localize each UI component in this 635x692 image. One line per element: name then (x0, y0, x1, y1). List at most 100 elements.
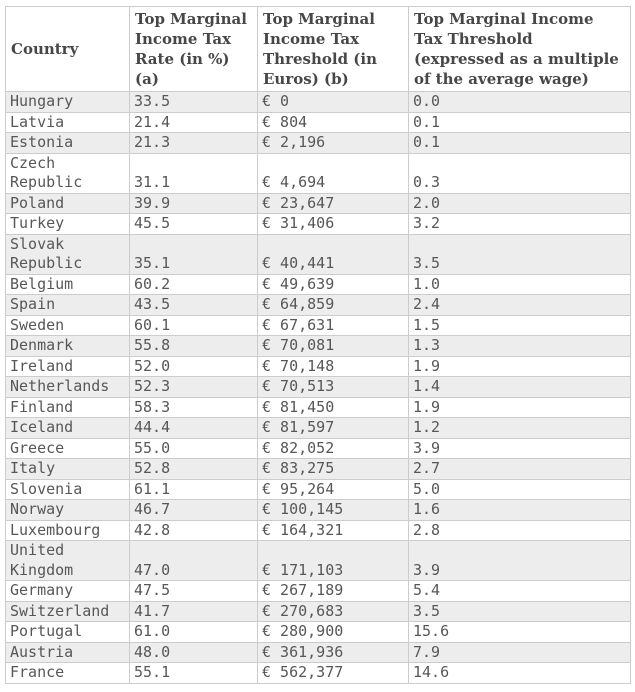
cell-threshold-multiple: 0.3 (408, 152, 631, 194)
table-row: Ireland 52.0 € 70,148 1.9 (5, 355, 631, 377)
cell-rate: 61.0 (129, 621, 258, 643)
table-header: Country Top Marginal Income Tax Rate (in… (5, 6, 631, 92)
cell-rate: 33.5 (129, 91, 258, 113)
cell-rate: 48.0 (129, 641, 258, 663)
table-row: Germany 47.5 € 267,189 5.4 (5, 580, 631, 602)
table-row: Netherlands 52.3 € 70,513 1.4 (5, 376, 631, 398)
cell-threshold-multiple: 2.4 (408, 294, 631, 316)
table-row: Czech Republic 31.1 € 4,694 0.3 (5, 152, 631, 194)
cell-threshold-euros: € 81,450 (257, 396, 409, 418)
cell-threshold-multiple: 14.6 (408, 662, 631, 684)
table-row: Finland 58.3 € 81,450 1.9 (5, 396, 631, 418)
cell-country: Luxembourg (5, 519, 130, 541)
table-row: France 55.1 € 562,377 14.6 (5, 662, 631, 684)
cell-threshold-multiple: 1.0 (408, 273, 631, 295)
cell-threshold-euros: € 31,406 (257, 213, 409, 235)
cell-threshold-euros: € 23,647 (257, 192, 409, 214)
cell-threshold-multiple: 5.0 (408, 478, 631, 500)
cell-threshold-multiple: 0.0 (408, 91, 631, 113)
col-header-threshold-euros: Top Marginal Income Tax Threshold (in Eu… (257, 6, 409, 92)
cell-threshold-multiple: 15.6 (408, 621, 631, 643)
cell-threshold-multiple: 3.2 (408, 213, 631, 235)
cell-country: Norway (5, 499, 130, 521)
cell-country: Ireland (5, 355, 130, 377)
table-row: Denmark 55.8 € 70,081 1.3 (5, 335, 631, 357)
cell-country: Iceland (5, 417, 130, 439)
cell-country: Slovak Republic (5, 233, 130, 275)
cell-threshold-multiple: 3.5 (408, 233, 631, 275)
cell-country: Switzerland (5, 600, 130, 622)
cell-country: Estonia (5, 132, 130, 154)
cell-country: Portugal (5, 621, 130, 643)
cell-rate: 52.3 (129, 376, 258, 398)
cell-threshold-multiple: 2.7 (408, 458, 631, 480)
cell-rate: 45.5 (129, 213, 258, 235)
table-row: Iceland 44.4 € 81,597 1.2 (5, 417, 631, 439)
cell-threshold-euros: € 280,900 (257, 621, 409, 643)
table-body: Hungary 33.5 € 0 0.0 Latvia 21.4 € 804 0.1 Eston… (5, 91, 631, 684)
cell-rate: 39.9 (129, 192, 258, 214)
cell-threshold-euros: € 0 (257, 91, 409, 113)
cell-threshold-euros: € 64,859 (257, 294, 409, 316)
table-row: Turkey 45.5 € 31,406 3.2 (5, 213, 631, 235)
cell-threshold-multiple: 0.1 (408, 132, 631, 154)
cell-threshold-multiple: 1.6 (408, 499, 631, 521)
cell-rate: 21.3 (129, 132, 258, 154)
cell-threshold-euros: € 81,597 (257, 417, 409, 439)
cell-country: Germany (5, 580, 130, 602)
cell-threshold-euros: € 2,196 (257, 132, 409, 154)
table-row: Slovenia 61.1 € 95,264 5.0 (5, 478, 631, 500)
cell-country: Czech Republic (5, 152, 130, 194)
cell-country: Austria (5, 641, 130, 663)
cell-threshold-euros: € 267,189 (257, 580, 409, 602)
table-row: Norway 46.7 € 100,145 1.6 (5, 499, 631, 521)
table-row: Luxembourg 42.8 € 164,321 2.8 (5, 519, 631, 541)
table-row: Estonia 21.3 € 2,196 0.1 (5, 132, 631, 154)
table-row: Poland 39.9 € 23,647 2.0 (5, 192, 631, 214)
cell-rate: 52.8 (129, 458, 258, 480)
table-row: Greece 55.0 € 82,052 3.9 (5, 437, 631, 459)
table-row: Slovak Republic 35.1 € 40,441 3.5 (5, 233, 631, 275)
cell-threshold-multiple: 2.8 (408, 519, 631, 541)
cell-threshold-euros: € 83,275 (257, 458, 409, 480)
cell-threshold-euros: € 67,631 (257, 314, 409, 336)
table-row: Hungary 33.5 € 0 0.0 (5, 91, 631, 113)
cell-threshold-euros: € 171,103 (257, 540, 409, 581)
cell-rate: 41.7 (129, 600, 258, 622)
cell-country: Netherlands (5, 376, 130, 398)
cell-threshold-euros: € 270,683 (257, 600, 409, 622)
col-header-rate: Top Marginal Income Tax Rate (in %) (a) (129, 6, 258, 92)
cell-rate: 55.0 (129, 437, 258, 459)
cell-country: Latvia (5, 111, 130, 133)
cell-threshold-multiple: 1.9 (408, 355, 631, 377)
table-row: Portugal 61.0 € 280,900 15.6 (5, 621, 631, 643)
table-row: Italy 52.8 € 83,275 2.7 (5, 458, 631, 480)
cell-threshold-multiple: 0.1 (408, 111, 631, 133)
table-row: United Kingdom 47.0 € 171,103 3.9 (5, 540, 631, 581)
cell-threshold-multiple: 3.9 (408, 437, 631, 459)
cell-threshold-euros: € 82,052 (257, 437, 409, 459)
cell-rate: 44.4 (129, 417, 258, 439)
cell-threshold-euros: € 361,936 (257, 641, 409, 663)
table-row: Belgium 60.2 € 49,639 1.0 (5, 273, 631, 295)
cell-country: France (5, 662, 130, 684)
cell-country: Turkey (5, 213, 130, 235)
cell-threshold-euros: € 70,148 (257, 355, 409, 377)
cell-rate: 55.8 (129, 335, 258, 357)
cell-country: Sweden (5, 314, 130, 336)
cell-threshold-multiple: 1.3 (408, 335, 631, 357)
table-row: Switzerland 41.7 € 270,683 3.5 (5, 600, 631, 622)
cell-threshold-multiple: 3.9 (408, 540, 631, 581)
cell-country: Belgium (5, 273, 130, 295)
cell-country: Slovenia (5, 478, 130, 500)
cell-rate: 21.4 (129, 111, 258, 133)
table-row: Sweden 60.1 € 67,631 1.5 (5, 314, 631, 336)
cell-country: Poland (5, 192, 130, 214)
cell-threshold-euros: € 70,081 (257, 335, 409, 357)
cell-country: Italy (5, 458, 130, 480)
cell-rate: 55.1 (129, 662, 258, 684)
col-header-country: Country (5, 6, 130, 92)
cell-threshold-euros: € 49,639 (257, 273, 409, 295)
table-row: Latvia 21.4 € 804 0.1 (5, 111, 631, 133)
cell-country: Greece (5, 437, 130, 459)
